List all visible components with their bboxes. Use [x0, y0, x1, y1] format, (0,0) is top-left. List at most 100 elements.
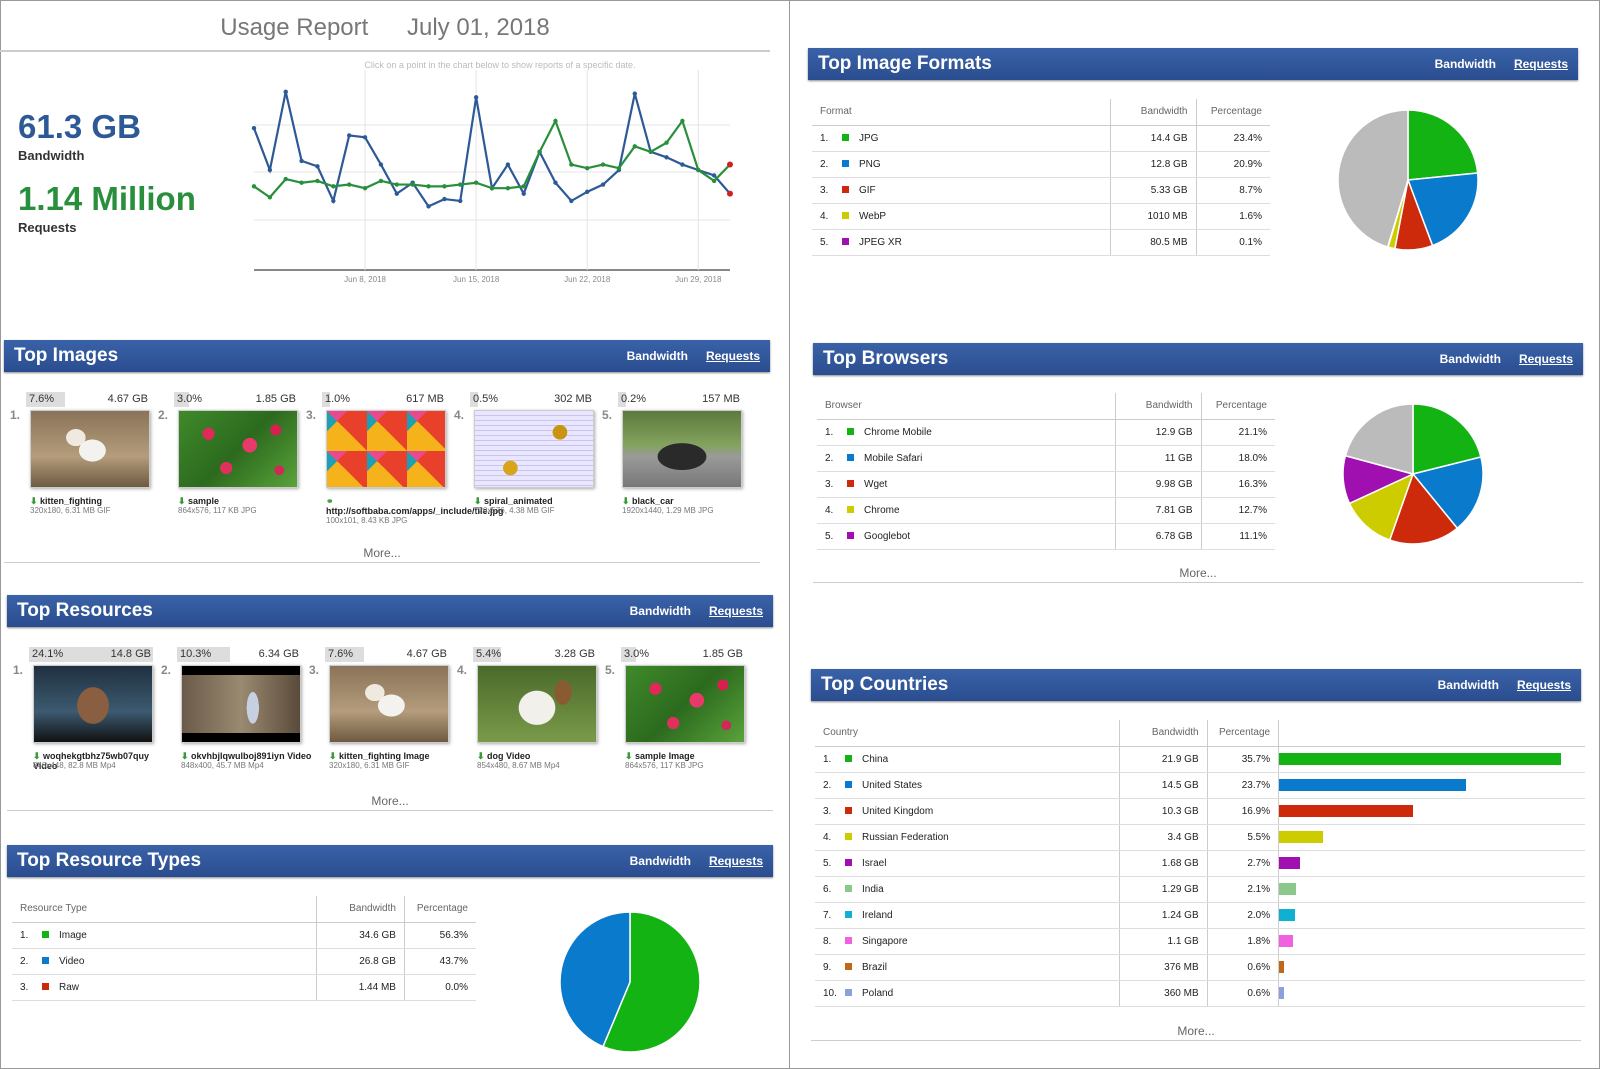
- table-row[interactable]: 10. Poland 360 MB 0.6%: [815, 980, 1585, 1007]
- thumbnail-image[interactable]: [625, 665, 745, 743]
- data-point[interactable]: [537, 149, 542, 155]
- country-bar[interactable]: [1279, 909, 1295, 921]
- table-row[interactable]: 9. Brazil 376 MB 0.6%: [815, 954, 1585, 981]
- table-row[interactable]: 7. Ireland 1.24 GB 2.0%: [815, 902, 1585, 929]
- resource-name[interactable]: ⬇ kitten_fighting: [30, 496, 170, 506]
- country-bar[interactable]: [1279, 831, 1323, 843]
- data-point[interactable]: [315, 164, 320, 169]
- table-row[interactable]: 8. Singapore 1.1 GB 1.8%: [815, 928, 1585, 955]
- country-bar[interactable]: [1279, 883, 1296, 895]
- resource-types-pie-chart[interactable]: [550, 902, 710, 1062]
- top-images-more-link[interactable]: More...: [4, 546, 760, 563]
- data-point[interactable]: [600, 162, 606, 167]
- country-bar[interactable]: [1279, 753, 1562, 765]
- data-point[interactable]: [267, 167, 273, 173]
- top-countries-bandwidth-tab[interactable]: Bandwidth: [1437, 678, 1499, 692]
- data-point[interactable]: [711, 173, 717, 178]
- data-point[interactable]: [378, 178, 384, 184]
- resource-name[interactable]: ⬇ kitten_fighting Image: [329, 751, 469, 761]
- thumbnail-image[interactable]: [477, 665, 597, 743]
- data-point[interactable]: [331, 198, 336, 204]
- top-browsers-requests-tab[interactable]: Requests: [1518, 352, 1573, 366]
- data-point[interactable]: [632, 91, 637, 96]
- top-resources-requests-tab[interactable]: Requests: [708, 604, 763, 618]
- data-point[interactable]: [664, 140, 669, 145]
- table-row[interactable]: 3. GIF 5.33 GB 8.7%: [812, 177, 1270, 204]
- pie-slice-video[interactable]: [559, 911, 631, 1048]
- table-row[interactable]: 3. United Kingdom 10.3 GB 16.9%: [815, 798, 1585, 825]
- top-image-formats-requests-tab[interactable]: Requests: [1513, 57, 1568, 71]
- table-row[interactable]: 6. India 1.29 GB 2.1%: [815, 876, 1585, 903]
- table-row[interactable]: 2. Video 26.8 GB 43.7%: [12, 948, 476, 975]
- data-point[interactable]: [585, 165, 590, 171]
- thumbnail-image[interactable]: [474, 410, 594, 488]
- top-resource-types-bandwidth-tab[interactable]: Bandwidth: [629, 854, 691, 868]
- data-point[interactable]: [347, 182, 352, 187]
- data-point[interactable]: [251, 125, 257, 131]
- table-row[interactable]: 1. JPG 14.4 GB 23.4%: [812, 125, 1270, 152]
- data-point[interactable]: [569, 162, 574, 167]
- data-point[interactable]: [331, 184, 336, 189]
- top-resource-types-requests-tab[interactable]: Requests: [708, 854, 763, 868]
- resource-name[interactable]: ⬇ dog Video: [477, 751, 617, 761]
- country-bar[interactable]: [1279, 857, 1301, 869]
- top-resources-more-link[interactable]: More...: [7, 794, 773, 811]
- resource-name[interactable]: ⬇ sample: [178, 496, 318, 506]
- data-point[interactable]: [696, 167, 701, 173]
- table-row[interactable]: 3. Wget 9.98 GB 16.3%: [817, 471, 1275, 498]
- data-point[interactable]: [251, 184, 257, 189]
- data-point[interactable]: [648, 149, 653, 155]
- data-point[interactable]: [410, 182, 415, 187]
- resource-name[interactable]: ⬇ black_car: [622, 496, 762, 506]
- country-bar[interactable]: [1279, 779, 1467, 791]
- data-point[interactable]: [426, 204, 431, 209]
- data-point[interactable]: [267, 195, 273, 200]
- browsers-pie-chart[interactable]: [1333, 394, 1493, 554]
- data-point[interactable]: [727, 190, 733, 197]
- country-bar[interactable]: [1279, 805, 1413, 817]
- data-point[interactable]: [680, 118, 685, 124]
- data-point[interactable]: [378, 162, 384, 167]
- data-point[interactable]: [505, 162, 511, 167]
- top-images-requests-tab[interactable]: Requests: [705, 349, 760, 363]
- country-bar[interactable]: [1279, 961, 1284, 973]
- top-countries-more-link[interactable]: More...: [811, 1024, 1581, 1041]
- table-row[interactable]: 5. JPEG XR 80.5 MB 0.1%: [812, 229, 1270, 256]
- data-point[interactable]: [458, 198, 463, 204]
- thumbnail-image[interactable]: [326, 410, 446, 488]
- data-point[interactable]: [394, 191, 399, 196]
- data-point[interactable]: [632, 144, 637, 149]
- data-point[interactable]: [362, 135, 368, 140]
- table-row[interactable]: 3. Raw 1.44 MB 0.0%: [12, 974, 476, 1001]
- table-row[interactable]: 2. United States 14.5 GB 23.7%: [815, 772, 1585, 799]
- top-image-formats-bandwidth-tab[interactable]: Bandwidth: [1434, 57, 1496, 71]
- data-point[interactable]: [394, 182, 399, 187]
- country-bar[interactable]: [1279, 935, 1294, 947]
- data-point[interactable]: [727, 161, 733, 168]
- thumbnail-image[interactable]: [30, 410, 150, 488]
- pie-slice-other[interactable]: [1337, 109, 1409, 248]
- resource-name[interactable]: ⬇ sample Image: [625, 751, 765, 761]
- data-point[interactable]: [553, 180, 558, 185]
- data-point[interactable]: [442, 184, 447, 189]
- top-resources-bandwidth-tab[interactable]: Bandwidth: [629, 604, 691, 618]
- pie-slice-chrome[interactable]: [1348, 472, 1415, 541]
- data-point[interactable]: [458, 182, 463, 187]
- top-browsers-bandwidth-tab[interactable]: Bandwidth: [1439, 352, 1501, 366]
- pie-slice-image[interactable]: [602, 911, 701, 1053]
- data-point[interactable]: [711, 178, 717, 184]
- resource-name[interactable]: ⬇ woqhekgtbhz75wb07quy Video: [33, 751, 173, 771]
- pie-slice-png[interactable]: [1406, 172, 1479, 247]
- data-point[interactable]: [616, 165, 622, 171]
- pie-slice-mobile-safari[interactable]: [1411, 456, 1484, 530]
- image-formats-pie-chart[interactable]: [1328, 100, 1488, 260]
- data-point[interactable]: [521, 191, 526, 196]
- resource-name[interactable]: ⬇ spiral_animated: [474, 496, 614, 506]
- data-point[interactable]: [283, 176, 288, 182]
- thumbnail-image[interactable]: [622, 410, 742, 488]
- data-point[interactable]: [489, 185, 495, 191]
- table-row[interactable]: 1. Chrome Mobile 12.9 GB 21.1%: [817, 419, 1275, 446]
- thumbnail-image[interactable]: [329, 665, 449, 743]
- data-point[interactable]: [505, 185, 511, 191]
- table-row[interactable]: 5. Googlebot 6.78 GB 11.1%: [817, 523, 1275, 550]
